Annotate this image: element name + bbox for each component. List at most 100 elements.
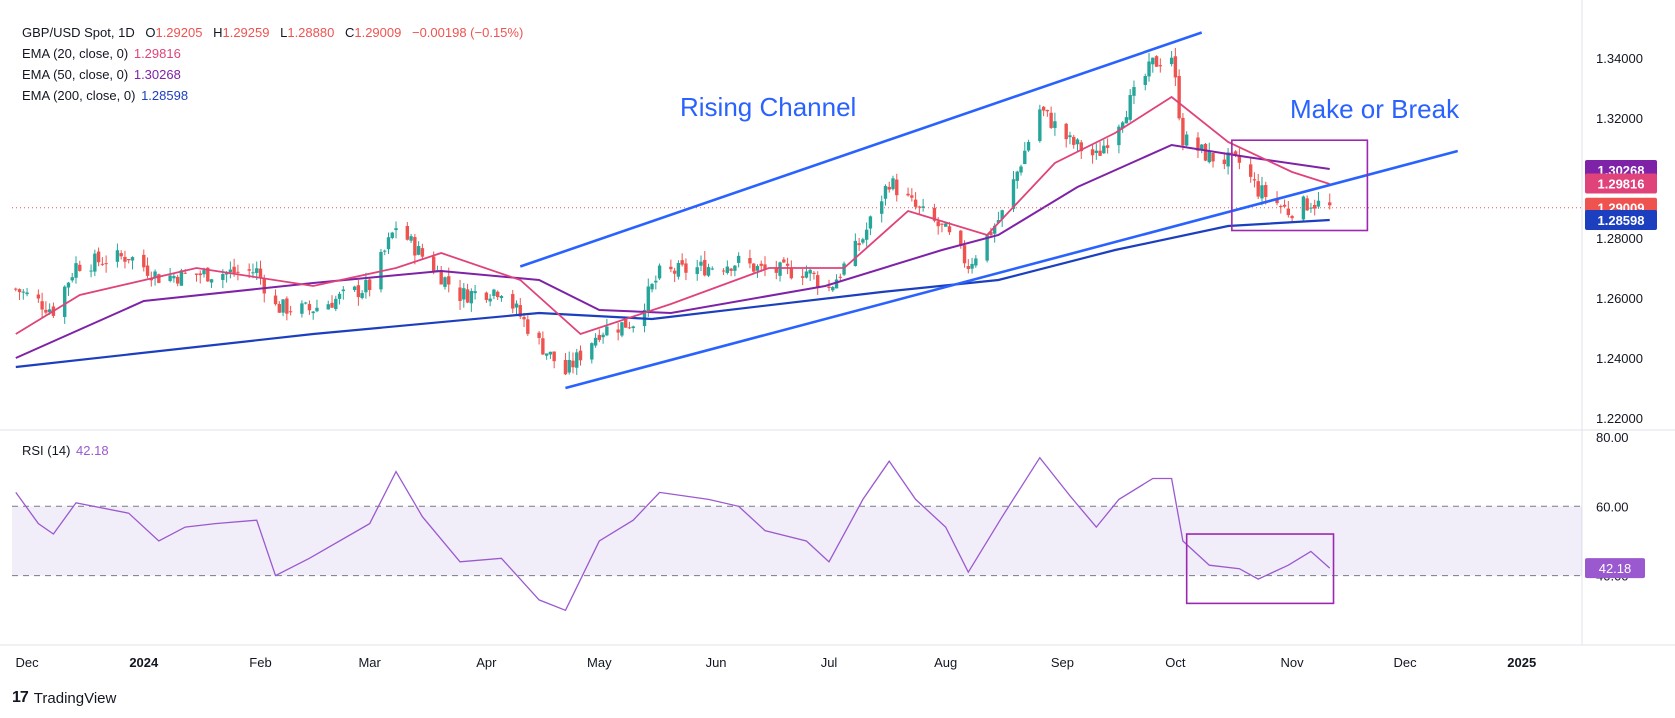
candle-body [1264, 185, 1268, 197]
candle-body [1177, 75, 1181, 119]
rsi-highlight-box[interactable] [1185, 533, 1335, 605]
candle-body [1196, 137, 1200, 151]
candle-body [175, 276, 180, 284]
candle-body [703, 259, 707, 276]
ema200-legend[interactable]: EMA (200, close, 0) 1.28598 [22, 88, 188, 103]
candle-body [541, 338, 545, 355]
candle-body [537, 332, 541, 338]
candle-body [763, 264, 767, 270]
candle-body [657, 265, 662, 279]
candle-body [623, 319, 628, 328]
candle-body [465, 289, 470, 303]
close-value: 1.29009 [354, 25, 402, 40]
candle-body [812, 272, 816, 274]
candle-body [157, 274, 161, 283]
candle-body [330, 302, 334, 308]
candle-body [868, 216, 873, 229]
candle-body [36, 294, 41, 299]
ema50-legend[interactable]: EMA (50, close, 0) 1.30268 [22, 67, 181, 82]
branding[interactable]: 17 TradingView [12, 688, 116, 708]
grid [0, 0, 1675, 646]
candle-body [1181, 117, 1185, 146]
date-tick-label: Oct [1165, 655, 1186, 670]
candle-body [804, 271, 809, 278]
candle-body [838, 276, 842, 278]
candle-body [74, 263, 78, 278]
candle-body [684, 263, 688, 273]
candle-body [206, 267, 210, 282]
rsi-tag [1585, 558, 1645, 579]
candle-body [1312, 205, 1317, 209]
candle-body [142, 254, 146, 268]
candle-body [699, 261, 703, 266]
candle-body [729, 268, 733, 271]
channel-upper-line[interactable] [519, 31, 1203, 268]
candle-body [364, 279, 368, 293]
candle-body [827, 286, 831, 289]
candle-body [1075, 139, 1080, 145]
candle-body [1248, 164, 1253, 177]
candle-body [785, 263, 790, 266]
candle-body [1015, 171, 1019, 181]
rsi-legend[interactable]: RSI (14) 42.18 [22, 443, 109, 458]
candle-body [834, 279, 839, 289]
candle-body [273, 295, 278, 305]
candle-body [1207, 151, 1211, 163]
candle-body [1290, 216, 1294, 219]
candle-body [1143, 76, 1147, 85]
ema20-line [15, 95, 1330, 336]
make-or-break-label: Make or Break [1290, 94, 1460, 124]
date-tick-label: 2025 [1507, 655, 1536, 670]
price-highlight-box[interactable] [1231, 139, 1369, 232]
candle-body [262, 278, 266, 294]
candle-body [123, 256, 127, 262]
close-label: C [344, 25, 355, 40]
candle-body [680, 260, 684, 265]
ema20-legend[interactable]: EMA (20, close, 0) 1.29816 [22, 46, 181, 61]
candle-body [861, 239, 865, 243]
candle-body [462, 288, 466, 300]
candle-body [1173, 56, 1178, 78]
candle-body [650, 284, 654, 290]
candle-body [25, 292, 29, 295]
price-tag-label: 1.28598 [1598, 213, 1645, 228]
candle-body [439, 270, 443, 285]
candle-body [1064, 123, 1068, 140]
price-tag [1585, 173, 1657, 194]
candle-body [1151, 57, 1155, 65]
candle-body [654, 280, 658, 283]
candle-body [285, 298, 289, 314]
candle-body [1105, 145, 1110, 148]
candle-body [736, 255, 741, 263]
candle-body [1260, 185, 1264, 199]
open-label: O [145, 25, 156, 40]
date-tick-label: Dec [15, 655, 39, 670]
candle-body [356, 285, 361, 298]
candle-body [526, 319, 530, 334]
candle-body [1328, 202, 1332, 206]
candle-body [1184, 134, 1189, 146]
symbol-title[interactable]: GBP/USD Spot, 1D [22, 25, 135, 40]
candle-body [906, 193, 910, 196]
candle-body [277, 303, 282, 313]
candle-body [1222, 159, 1227, 165]
candle-body [1068, 135, 1072, 138]
date-tick-label: 2024 [129, 655, 159, 670]
candle-body [153, 271, 157, 279]
candle-body [247, 269, 251, 271]
candle-body [100, 263, 105, 265]
candle-body [198, 273, 202, 276]
candle-body [63, 286, 67, 317]
candle-body [646, 286, 650, 312]
candle-body [367, 279, 372, 291]
candle-body [1045, 109, 1050, 112]
candle-body [1128, 95, 1132, 120]
candle-body [1279, 206, 1283, 208]
low-label: L [280, 25, 288, 40]
candle-body [183, 272, 187, 274]
candle-body [778, 262, 782, 276]
candle-body [552, 351, 556, 362]
price-tick-label: 1.28000 [1596, 231, 1643, 246]
channel-lower-line[interactable] [565, 149, 1459, 390]
